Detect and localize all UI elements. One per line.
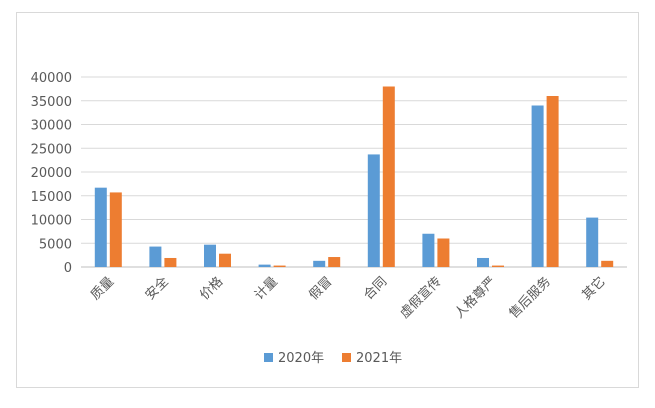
x-category-label: 质量: [88, 274, 117, 303]
x-category-label: 人格尊严: [451, 274, 499, 322]
y-tick-label: 25000: [31, 142, 72, 157]
legend-swatch: [342, 353, 351, 362]
y-tick-label: 35000: [31, 95, 72, 110]
y-tick-label: 10000: [31, 214, 72, 229]
y-tick-label: 30000: [31, 119, 72, 134]
bar-series-1: [422, 233, 435, 267]
bar-series-1: [586, 217, 599, 267]
bar-series-2: [437, 238, 450, 267]
bar-series-2: [546, 96, 559, 267]
bar-series-1: [477, 257, 489, 267]
y-tick-label: 5000: [39, 237, 72, 252]
bar-series-2: [109, 192, 122, 267]
x-category-label: 合同: [361, 274, 390, 303]
bar-series-2: [273, 265, 286, 267]
bar-series-1: [204, 244, 216, 267]
bar-series-1: [367, 154, 380, 267]
x-category-label: 虚假宣传: [397, 274, 445, 322]
y-tick-label: 20000: [31, 166, 72, 181]
bar-series-2: [164, 257, 177, 267]
x-category-label: 价格: [197, 274, 227, 304]
x-category-label: 售后服务: [506, 274, 554, 322]
bar-series-2: [382, 86, 395, 267]
legend-label: 2020年: [278, 351, 324, 366]
bar-series-2: [328, 257, 341, 267]
bar-series-1: [149, 246, 162, 267]
bar-series-1: [94, 187, 107, 267]
bar-series-2: [219, 253, 231, 267]
x-category-label: 假冒: [307, 274, 336, 303]
bar-series-1: [258, 264, 271, 267]
bar-series-1: [313, 260, 326, 267]
bar-series-2: [601, 260, 614, 267]
y-tick-label: 15000: [31, 190, 72, 205]
x-category-label: 安全: [142, 274, 172, 304]
legend-swatch: [264, 353, 273, 362]
legend-label: 2021年: [356, 351, 402, 366]
y-tick-label: 40000: [31, 71, 72, 86]
x-category-label: 其它: [579, 274, 609, 304]
bar-series-2: [492, 265, 504, 267]
y-tick-label: 0: [64, 261, 72, 276]
x-category-label: 计量: [252, 274, 281, 303]
bar-series-1: [531, 105, 544, 267]
